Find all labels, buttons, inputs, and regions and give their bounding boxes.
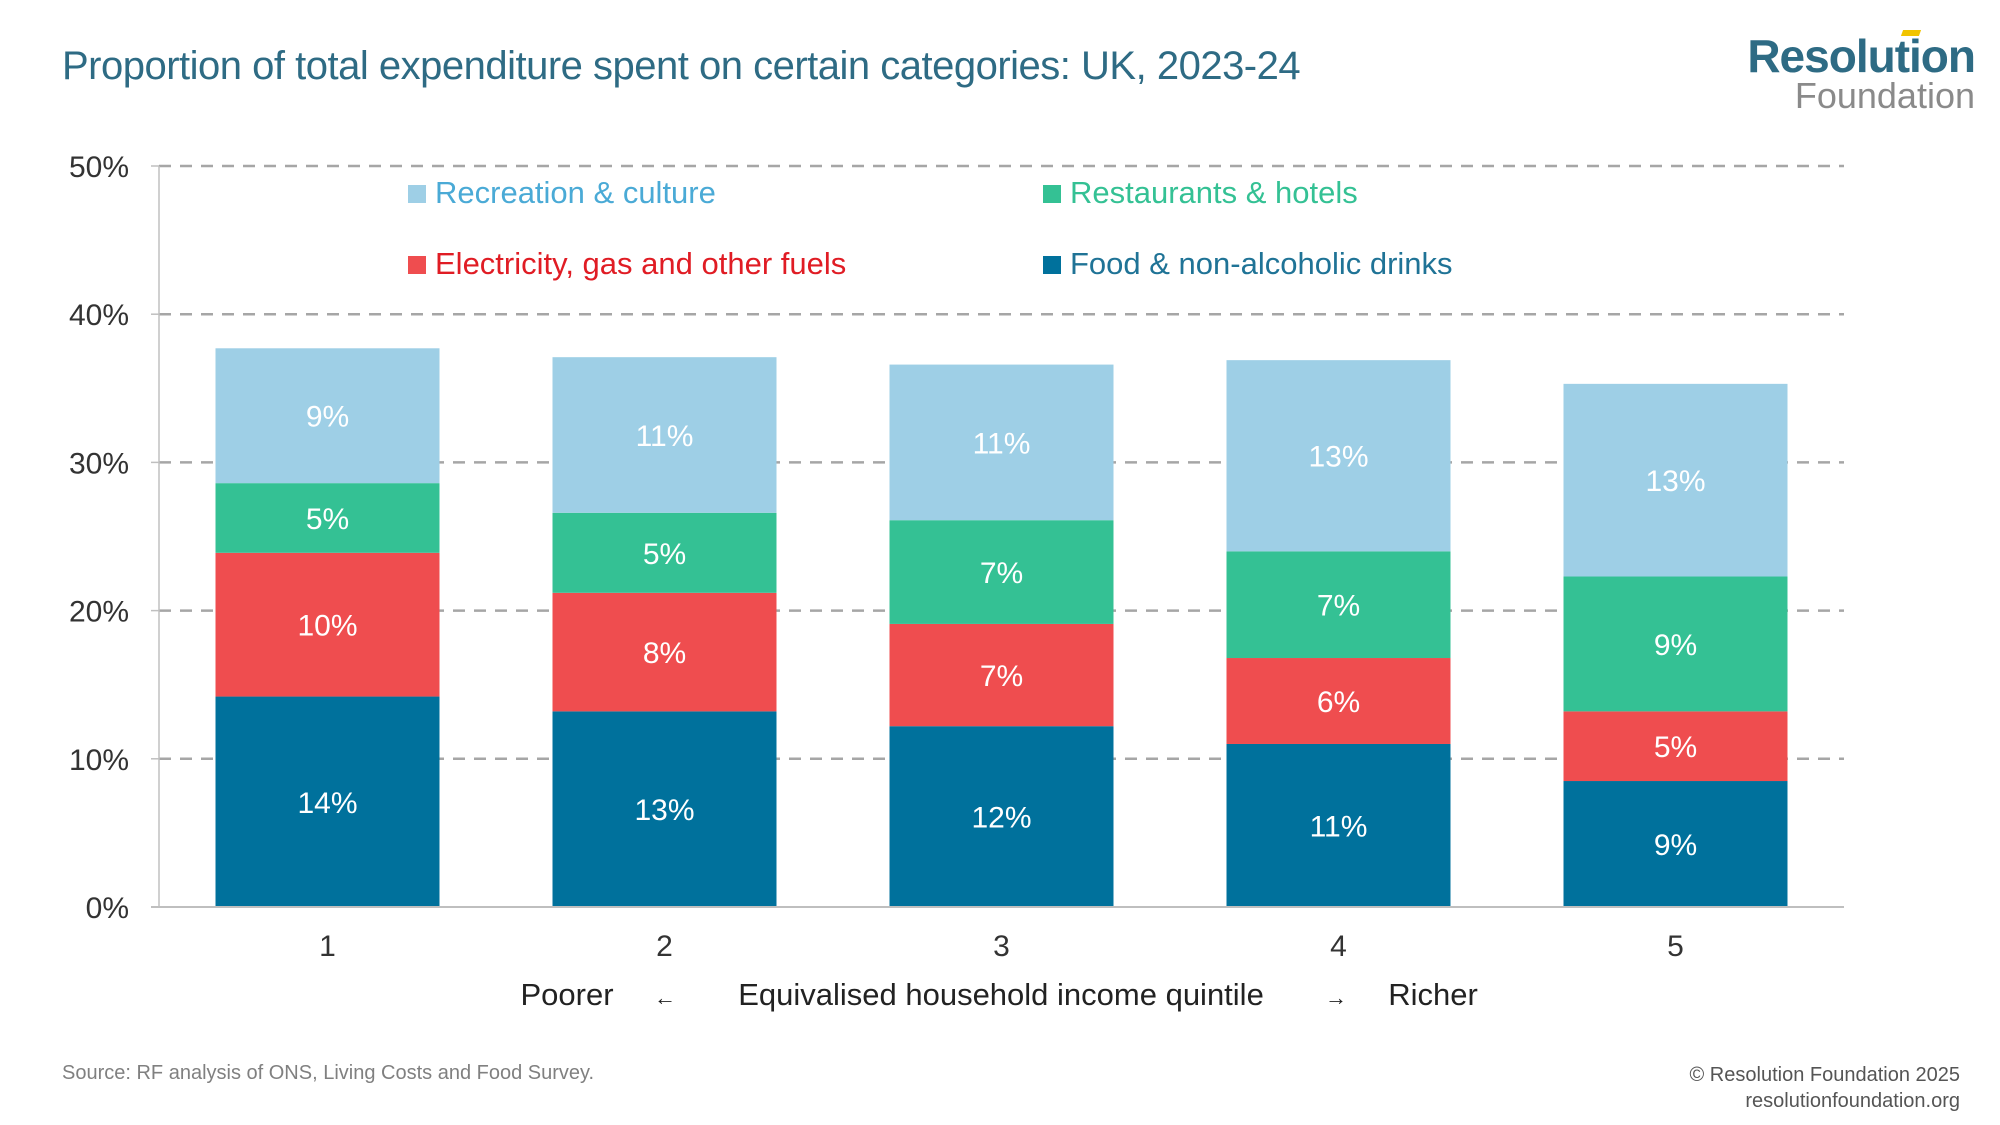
bar-segment <box>1226 360 1451 552</box>
bar-segment <box>1226 743 1451 907</box>
bar-data-label: 14% <box>297 787 357 820</box>
bar-segment <box>1226 551 1451 659</box>
right-arrow-icon: → <box>1325 985 1347 1010</box>
bar-data-label: 8% <box>643 637 686 670</box>
website-link[interactable]: resolutionfoundation.org <box>1745 1090 1960 1112</box>
bar-segment <box>552 711 777 907</box>
bar-segment <box>552 592 777 712</box>
legend-swatch <box>408 185 426 203</box>
y-tick-label: 40% <box>69 299 129 332</box>
bar-data-label: 12% <box>971 802 1031 835</box>
x-axis-poorer-label: Poorer <box>520 977 613 1012</box>
bar-segment <box>889 726 1114 907</box>
legend-label: Food & non-alcoholic drinks <box>1070 246 1453 281</box>
legend-label: Restaurants & hotels <box>1070 175 1358 210</box>
bar-segment <box>552 357 777 513</box>
y-tick-label: 20% <box>69 596 129 629</box>
bar-data-label: 5% <box>1654 731 1697 764</box>
bar-segment <box>552 512 777 593</box>
legend-label: Electricity, gas and other fuels <box>435 246 846 281</box>
bar-data-label: 7% <box>1317 590 1360 623</box>
bar-data-label: 11% <box>973 427 1031 460</box>
x-tick-label: 3 <box>993 930 1010 963</box>
x-tick-label: 5 <box>1667 930 1684 963</box>
legend-label: Recreation & culture <box>435 175 716 210</box>
bar-segment <box>1563 576 1788 712</box>
logo-text-top: Resolution <box>1747 30 1976 82</box>
bar-data-label: 9% <box>306 401 349 434</box>
bar-data-label: 7% <box>980 557 1023 590</box>
bar-data-label: 11% <box>1310 810 1368 843</box>
legend-swatch <box>408 256 426 274</box>
bar-data-label: 5% <box>643 538 686 571</box>
resolution-foundation-logo: Resolution Foundation <box>1747 30 1976 116</box>
footer-credits: © Resolution Foundation 2025 resolutionf… <box>1690 1062 1960 1114</box>
x-axis-richer-label: Richer <box>1388 977 1478 1012</box>
logo-text-bottom: Foundation <box>1794 75 1975 116</box>
bar-segment <box>1563 781 1788 907</box>
chart-title: Proportion of total expenditure spent on… <box>62 44 1301 88</box>
bar-data-label: 13% <box>634 794 694 827</box>
bar-segment <box>215 552 440 697</box>
bar-data-label: 5% <box>306 503 349 536</box>
bar-segment <box>1226 658 1451 744</box>
x-tick-label: 4 <box>1330 930 1347 963</box>
x-tick-label: 2 <box>656 930 673 963</box>
bar-data-label: 9% <box>1654 629 1697 662</box>
logo-wordmark-top: Resolution <box>1747 30 1976 79</box>
bar-data-label: 6% <box>1317 686 1360 719</box>
y-tick-label: 10% <box>69 744 129 777</box>
bar-data-label: 13% <box>1308 441 1368 474</box>
legend-swatch <box>1043 256 1061 274</box>
y-tick-label: 30% <box>69 447 129 480</box>
bar-segment <box>1563 383 1788 577</box>
legend-swatch <box>1043 185 1061 203</box>
y-tick-label: 50% <box>69 151 129 184</box>
bar-segment <box>215 348 440 484</box>
x-tick-label: 1 <box>319 930 336 963</box>
bar-segment <box>1563 711 1788 782</box>
bar-data-label: 10% <box>297 610 357 643</box>
bar-data-label: 7% <box>980 660 1023 693</box>
bar-segment <box>215 696 440 907</box>
left-arrow-icon: ← <box>654 985 676 1010</box>
copyright-text: © Resolution Foundation 2025 <box>1689 1064 1960 1086</box>
bar-data-label: 11% <box>636 420 694 453</box>
x-axis-title: Equivalised household income quintile <box>738 977 1264 1012</box>
bar-data-label: 13% <box>1645 465 1705 498</box>
bar-segment <box>889 520 1114 624</box>
bar-segment <box>215 483 440 553</box>
bar-segment <box>889 623 1114 727</box>
y-tick-label: 0% <box>86 892 129 925</box>
source-note: Source: RF analysis of ONS, Living Costs… <box>62 1062 595 1084</box>
bar-segment <box>889 364 1114 521</box>
bar-data-label: 9% <box>1654 829 1697 862</box>
